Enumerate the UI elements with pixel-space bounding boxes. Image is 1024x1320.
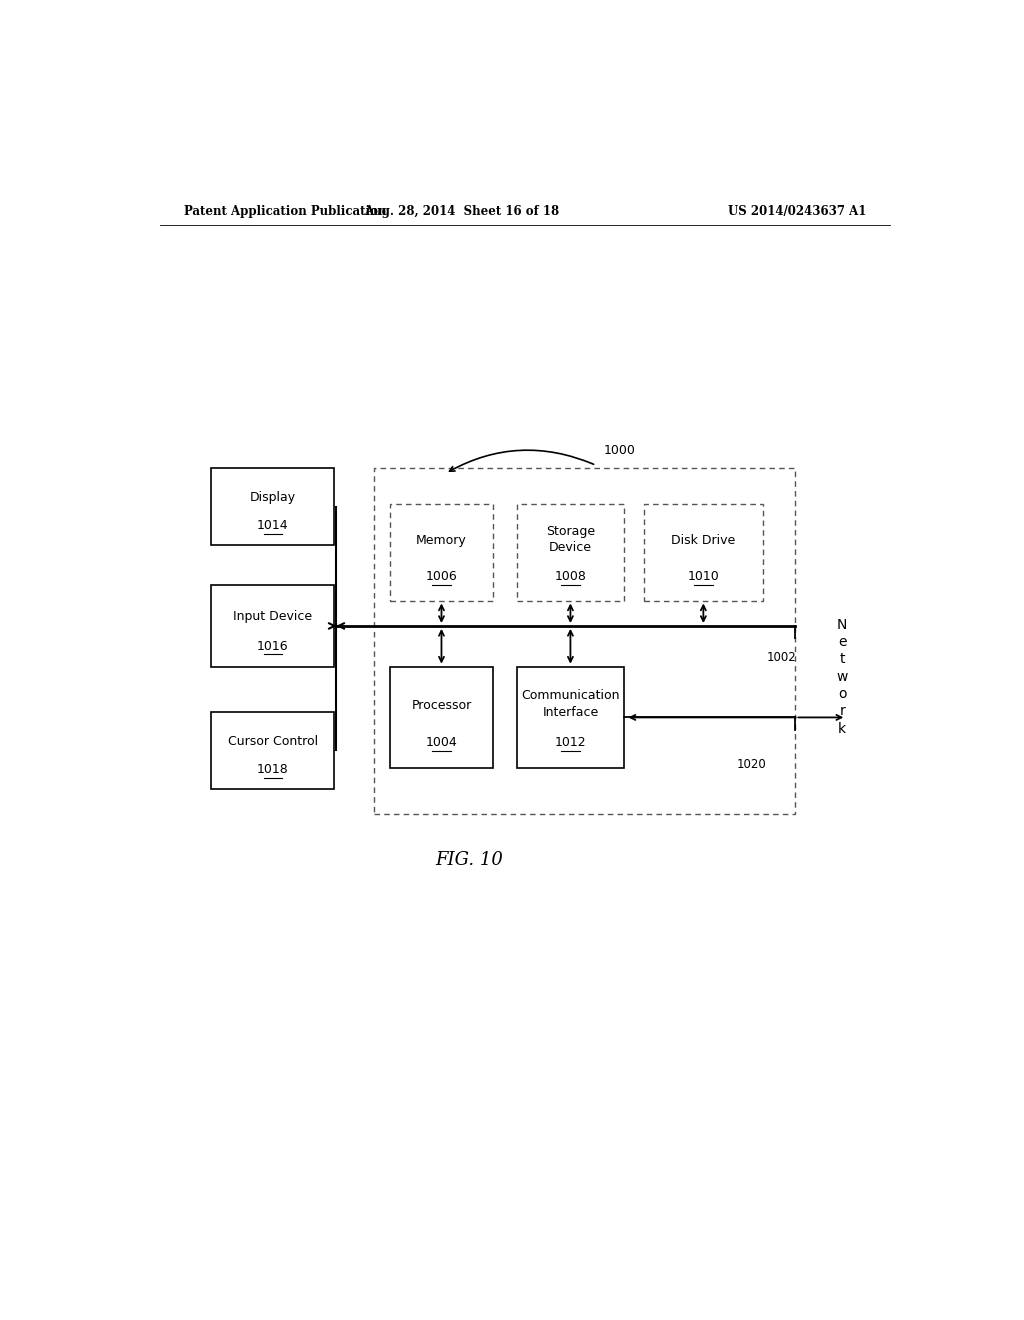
Bar	[211, 585, 334, 667]
Text: Disk Drive: Disk Drive	[672, 535, 735, 548]
Text: 1014: 1014	[257, 519, 289, 532]
Text: 1000: 1000	[604, 444, 636, 457]
Text: 1006: 1006	[426, 570, 458, 583]
Text: 1004: 1004	[426, 737, 458, 750]
Text: Device: Device	[549, 541, 592, 554]
Bar	[211, 713, 334, 788]
Bar	[517, 504, 624, 601]
Text: Processor: Processor	[412, 698, 472, 711]
Text: 1002: 1002	[767, 651, 797, 664]
Bar	[644, 504, 763, 601]
Text: Patent Application Publication: Patent Application Publication	[183, 205, 386, 218]
Text: 1016: 1016	[257, 640, 289, 653]
Text: 1020: 1020	[736, 758, 766, 771]
Text: Storage: Storage	[546, 524, 595, 537]
Bar	[211, 469, 334, 545]
Text: Communication: Communication	[521, 689, 620, 701]
Text: Aug. 28, 2014  Sheet 16 of 18: Aug. 28, 2014 Sheet 16 of 18	[364, 205, 559, 218]
Text: Display: Display	[250, 491, 296, 504]
Text: US 2014/0243637 A1: US 2014/0243637 A1	[728, 205, 866, 218]
Text: 1008: 1008	[554, 570, 587, 583]
Text: Cursor Control: Cursor Control	[227, 735, 317, 748]
Text: Input Device: Input Device	[233, 610, 312, 623]
Bar	[374, 469, 795, 814]
Text: Memory: Memory	[416, 535, 467, 548]
Text: Interface: Interface	[543, 706, 599, 719]
Text: 1010: 1010	[687, 570, 719, 583]
Text: 1018: 1018	[257, 763, 289, 776]
Text: N
e
t
w
o
r
k: N e t w o r k	[837, 618, 848, 735]
Bar	[517, 667, 624, 768]
Text: 1012: 1012	[555, 737, 587, 750]
Bar	[390, 667, 494, 768]
Bar	[390, 504, 494, 601]
Text: FIG. 10: FIG. 10	[435, 850, 503, 869]
